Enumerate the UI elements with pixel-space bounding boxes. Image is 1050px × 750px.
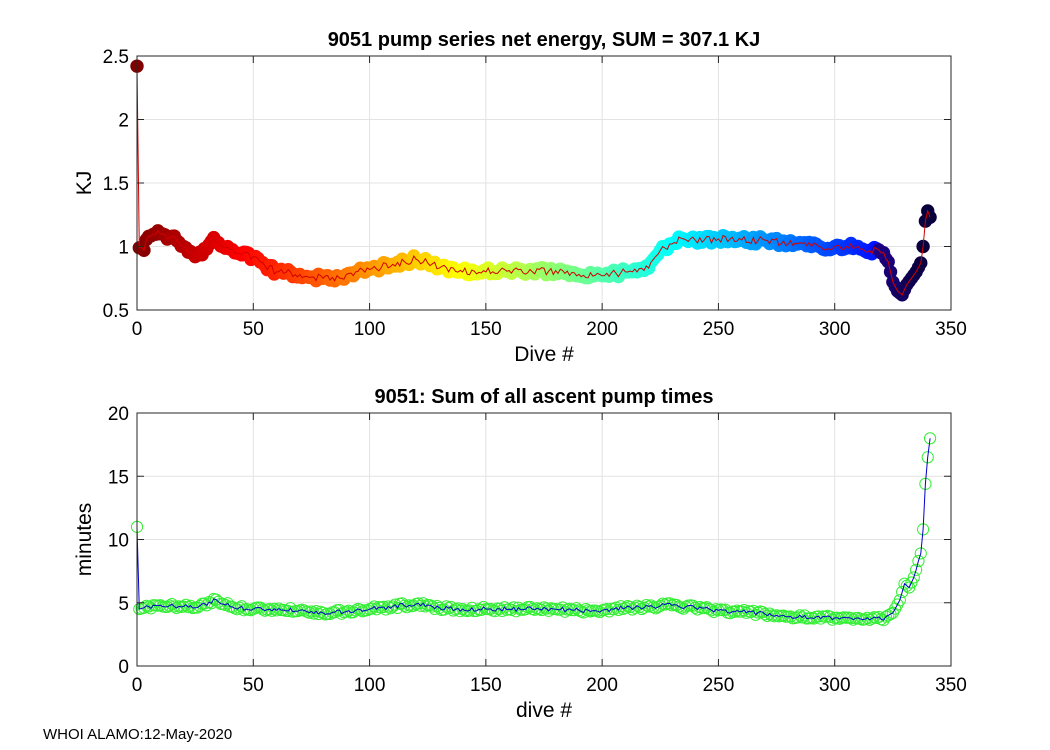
data-point — [921, 451, 934, 464]
data-point — [723, 607, 737, 620]
data-point — [568, 604, 581, 617]
footer-text: WHOI ALAMO:12-May-2020 — [43, 726, 233, 743]
x-tick-label: 350 — [935, 319, 967, 340]
data-point — [635, 602, 648, 616]
x-tick-label: 300 — [819, 319, 851, 340]
data-point — [923, 432, 937, 445]
x-axis-label: Dive # — [514, 343, 574, 366]
data-point — [342, 604, 355, 617]
data-point — [179, 598, 192, 611]
data-point — [219, 598, 232, 612]
data-point — [300, 605, 313, 618]
data-point — [793, 609, 806, 622]
y-tick-label: 2.5 — [103, 47, 129, 68]
x-tick-label: 200 — [586, 319, 618, 340]
x-tick-label: 50 — [243, 675, 264, 696]
x-tick-label: 0 — [132, 319, 143, 340]
series-line — [136, 438, 931, 621]
data-point — [626, 603, 639, 616]
x-tick-label: 150 — [470, 319, 502, 340]
data-point — [163, 599, 176, 612]
y-tick-label: 0.5 — [103, 301, 129, 322]
data-point — [614, 600, 627, 613]
series-0 — [130, 59, 937, 302]
data-point — [354, 603, 367, 616]
x-tick-label: 250 — [703, 319, 735, 340]
data-point — [914, 547, 927, 560]
data-point — [509, 605, 523, 618]
x-tick-label: 250 — [703, 675, 735, 696]
data-point — [389, 598, 402, 611]
data-point — [368, 600, 381, 613]
data-point — [396, 597, 409, 610]
data-point — [675, 601, 688, 614]
data-point — [896, 585, 909, 599]
data-point — [893, 594, 906, 607]
x-tick-label: 50 — [243, 319, 264, 340]
data-point — [663, 597, 676, 610]
data-point — [898, 577, 911, 590]
data-point — [412, 597, 425, 610]
data-point — [379, 603, 392, 616]
y-tick-label: 1 — [118, 238, 129, 259]
data-point — [756, 605, 769, 619]
data-point — [910, 563, 923, 576]
data-point — [400, 601, 413, 614]
y-tick-label: 20 — [108, 404, 129, 425]
y-tick-label: 1.5 — [103, 174, 129, 195]
y-tick-label: 5 — [118, 594, 129, 615]
y-axis-label: KJ — [73, 171, 96, 196]
data-point — [640, 599, 653, 612]
data-point — [507, 601, 520, 614]
data-point — [737, 604, 751, 617]
x-tick-label: 200 — [586, 675, 618, 696]
data-point — [470, 604, 483, 617]
data-point — [142, 600, 155, 613]
y-tick-label: 2 — [118, 111, 129, 132]
data-point — [707, 605, 720, 619]
data-point — [496, 604, 509, 618]
data-point — [537, 601, 551, 614]
x-tick-label: 350 — [935, 675, 967, 696]
data-point — [309, 605, 323, 618]
y-tick-label: 15 — [108, 467, 129, 488]
data-point — [209, 593, 223, 606]
chart-title: 9051 pump series net energy, SUM = 307.1… — [328, 29, 761, 51]
x-tick-label: 300 — [819, 675, 851, 696]
y-tick-label: 0 — [118, 657, 129, 678]
data-point — [440, 600, 453, 613]
series-line — [136, 66, 931, 296]
y-axis-label: minutes — [73, 503, 96, 577]
data-point — [907, 571, 920, 584]
x-tick-label: 0 — [132, 675, 143, 696]
chart-panel-energy: 0 50 100 150 200 250 300 350 0.5 1 1.5 2 2.5 9051 pum… — [73, 29, 967, 366]
x-axis-label: dive # — [516, 699, 572, 722]
x-tick-label: 100 — [354, 319, 386, 340]
x-tick-label: 100 — [354, 675, 386, 696]
y-tick-label: 10 — [108, 531, 129, 552]
chart-title: 9051: Sum of all ascent pump times — [375, 386, 714, 408]
data-point — [877, 614, 890, 627]
series-1 — [130, 432, 937, 627]
chart-panel-pump-times: 0 50 100 150 200 250 300 350 0 5 10 15 20 9051: Sum o… — [73, 386, 967, 722]
data-point — [382, 600, 395, 613]
x-tick-label: 150 — [470, 675, 502, 696]
data-point — [912, 554, 925, 568]
data-point — [165, 598, 178, 611]
